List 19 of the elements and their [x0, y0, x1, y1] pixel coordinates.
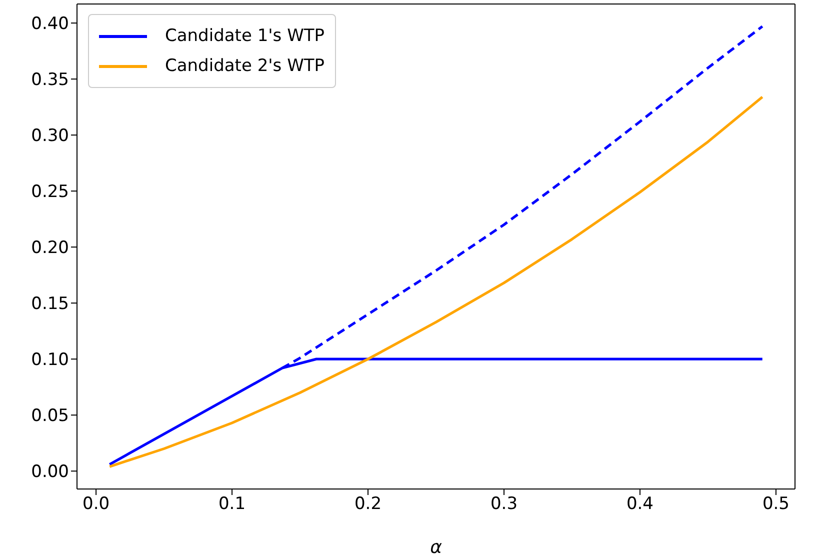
- y-tick-label: 0.00: [31, 462, 69, 482]
- x-tick-label: 0.4: [626, 494, 654, 514]
- legend-label: Candidate 1's WTP: [165, 26, 325, 46]
- x-axis-title: α: [430, 537, 442, 555]
- line-series: [108, 96, 764, 468]
- x-tick-label: 0.1: [218, 494, 246, 514]
- x-tick-label: 0.2: [354, 494, 382, 514]
- y-tick-label: 0.30: [31, 126, 69, 146]
- x-tick-label: 0.3: [490, 494, 518, 514]
- y-tick-label: 0.35: [31, 70, 69, 90]
- y-tick-label: 0.25: [31, 182, 69, 202]
- y-tick-label: 0.20: [31, 238, 69, 258]
- x-tick-label: 0.5: [762, 494, 790, 514]
- y-tick-label: 0.15: [31, 294, 69, 314]
- legend-label: Candidate 2's WTP: [165, 56, 325, 76]
- y-tick-label: 0.10: [31, 350, 69, 370]
- y-tick-label: 0.40: [31, 14, 69, 34]
- x-tick-label: 0.0: [82, 494, 110, 514]
- y-tick-label: 0.05: [31, 406, 69, 426]
